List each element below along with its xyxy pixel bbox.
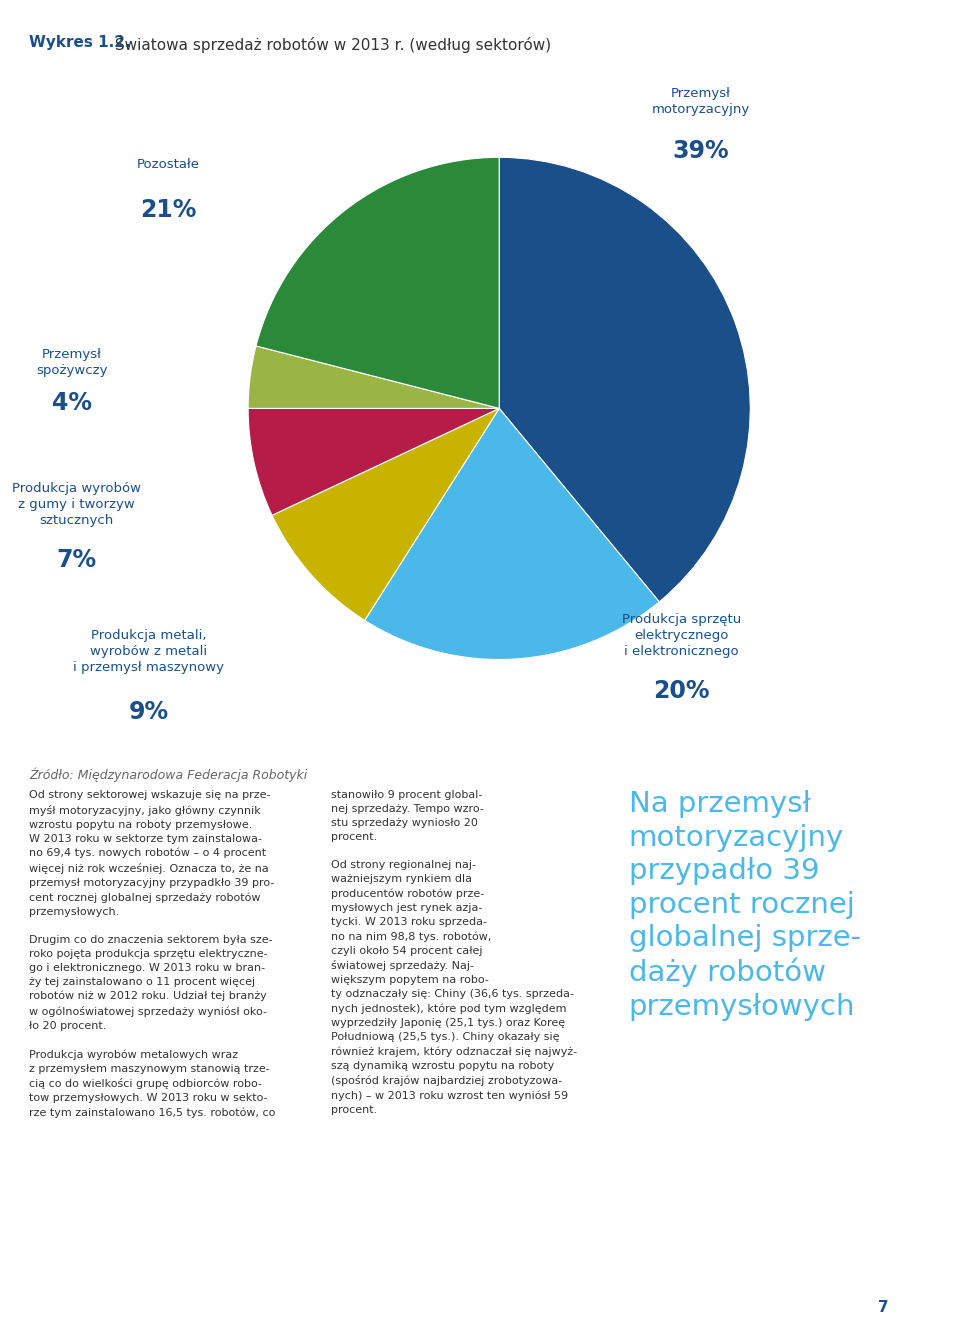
Wedge shape xyxy=(272,408,499,620)
Text: 9%: 9% xyxy=(129,700,169,724)
Text: 21%: 21% xyxy=(140,198,196,222)
Text: stanowiło 9 procent global-
nej sprzedaży. Tempo wzro-
stu sprzedaży wyniosło 20: stanowiło 9 procent global- nej sprzedaż… xyxy=(331,790,577,1115)
Text: Produkcja metali,
wyrobów z metali
i przemysł maszynowy: Produkcja metali, wyrobów z metali i prz… xyxy=(73,629,225,675)
Text: Światowa sprzedaż robotów w 2013 r. (według sektorów): Światowa sprzedaż robotów w 2013 r. (wed… xyxy=(110,35,552,52)
Wedge shape xyxy=(248,408,499,516)
Text: Produkcja wyrobów
z gumy i tworzyw
sztucznych: Produkcja wyrobów z gumy i tworzyw sztuc… xyxy=(12,482,141,528)
Text: Przemysł
spożywczy: Przemysł spożywczy xyxy=(36,348,108,378)
Text: Produkcja sprzętu
elektrycznego
i elektronicznego: Produkcja sprzętu elektrycznego i elektr… xyxy=(622,613,741,659)
Text: Na przemysł
motoryzacyjny
przypadło 39
procent rocznej
globalnej sprze-
daży rob: Na przemysł motoryzacyjny przypadło 39 p… xyxy=(629,790,861,1020)
Text: Przemysł
motoryzacyjny: Przemysł motoryzacyjny xyxy=(652,87,750,116)
Text: 7: 7 xyxy=(877,1300,889,1315)
Text: 39%: 39% xyxy=(673,139,729,163)
Wedge shape xyxy=(499,157,751,601)
Text: 20%: 20% xyxy=(654,679,709,703)
Text: Od strony sektorowej wskazuje się na prze-
myśł motoryzacyjny, jako główny czynn: Od strony sektorowej wskazuje się na prz… xyxy=(29,790,276,1118)
Text: 4%: 4% xyxy=(52,391,92,415)
Text: Pozostałe: Pozostałe xyxy=(136,158,200,171)
Text: Źródło: Międzynarodowa Federacja Robotyki: Źródło: Międzynarodowa Federacja Robotyk… xyxy=(29,767,307,782)
Wedge shape xyxy=(248,345,499,408)
Wedge shape xyxy=(365,408,660,660)
Text: 7%: 7% xyxy=(57,548,97,572)
Wedge shape xyxy=(256,157,499,408)
Text: Wykres 1.2.: Wykres 1.2. xyxy=(29,35,131,50)
